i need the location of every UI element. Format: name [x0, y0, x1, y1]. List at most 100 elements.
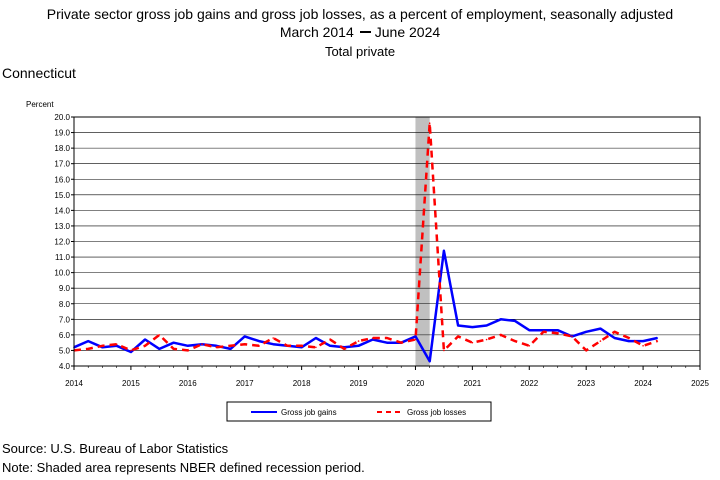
legend-label-gains: Gross job gains: [281, 408, 337, 417]
y-tick-label: 20.0: [54, 113, 70, 122]
y-tick-label: 5.0: [59, 346, 71, 355]
losses-point: [500, 334, 502, 336]
gross-job-gains-line: [73, 249, 658, 363]
period-start: March 2014: [279, 24, 354, 40]
losses-point: [443, 349, 445, 352]
y-tick-label: 10.0: [54, 269, 70, 278]
losses-point: [457, 335, 459, 338]
gains-point: [158, 348, 161, 350]
losses-point: [215, 346, 218, 349]
chart-period: March 2014 June 2024: [0, 24, 720, 40]
source-note: Source: U.S. Bureau of Labor Statistics: [2, 441, 229, 456]
losses-point: [101, 344, 104, 347]
losses-point: [201, 343, 203, 346]
gains-point: [471, 326, 474, 328]
gains-point: [457, 324, 459, 327]
chart-subtitle: Total private: [324, 44, 396, 59]
gains-point: [87, 340, 90, 342]
x-tick-label: 2015: [122, 379, 140, 388]
legend-label-losses: Gross job losses: [407, 408, 466, 417]
x-tick-label: 2022: [520, 379, 538, 388]
losses-point: [471, 341, 474, 344]
y-tick-label: 15.0: [54, 191, 70, 200]
losses-point: [656, 340, 659, 342]
losses-point: [343, 348, 346, 350]
gains-point: [599, 327, 602, 330]
losses-point: [243, 343, 246, 346]
losses-point: [371, 337, 374, 339]
y-tick-label: 14.0: [54, 206, 70, 215]
y-tick-label: 12.0: [54, 238, 70, 247]
losses-point: [386, 337, 388, 339]
x-tick-label: 2018: [293, 379, 311, 388]
axis-layer: 4.0 5.0 6.0 7.0 8.0 9.0 10.0 11.0 12.0 13.0 14.0 15…: [54, 113, 709, 388]
losses-point: [258, 344, 260, 347]
y-tick-label: 8.0: [59, 300, 71, 309]
x-tick-label: 2016: [179, 379, 197, 388]
y-tick-label: 17.0: [54, 160, 70, 169]
y-tick-label: 18.0: [54, 144, 70, 153]
y-axis-label: Percent: [26, 100, 54, 109]
gains-point: [414, 335, 417, 338]
losses-point: [571, 335, 573, 338]
losses-point: [87, 348, 90, 350]
losses-point: [144, 344, 146, 347]
x-tick-label: 2017: [236, 379, 254, 388]
losses-point: [130, 349, 132, 352]
losses-point: [514, 340, 516, 342]
chart-title: Private sector gross job gains and gross…: [46, 6, 674, 22]
gains-point: [642, 340, 644, 342]
gains-point: [130, 351, 132, 353]
gains-point: [258, 340, 260, 342]
gains-point: [144, 338, 146, 341]
y-tick-label: 19.0: [54, 129, 70, 138]
losses-point: [187, 349, 189, 352]
gains-point: [443, 250, 445, 252]
y-tick-label: 6.0: [59, 331, 71, 340]
dash-symbol: [359, 31, 371, 34]
losses-point: [115, 343, 118, 346]
gains-point: [528, 329, 531, 332]
gains-point: [243, 335, 246, 338]
losses-point: [628, 337, 630, 339]
losses-point: [528, 344, 531, 347]
losses-point: [357, 340, 360, 342]
legend-box: [226, 401, 492, 422]
gains-point: [272, 343, 274, 346]
losses-point: [585, 349, 587, 352]
losses-point: [315, 346, 317, 349]
y-tick-label: 4.0: [59, 362, 71, 371]
gains-point: [556, 329, 559, 332]
recession-note: Note: Shaded area represents NBER define…: [2, 460, 365, 475]
losses-point: [286, 344, 289, 347]
plot-frame: [73, 116, 701, 367]
gains-point: [386, 341, 388, 344]
gains-point: [485, 324, 488, 327]
gains-point: [172, 341, 175, 344]
losses-point: [485, 338, 488, 341]
gains-point: [357, 344, 360, 347]
y-tick-label: 16.0: [54, 175, 70, 184]
losses-point: [599, 340, 602, 342]
losses-point: [400, 341, 403, 344]
gains-point: [315, 337, 317, 339]
job-flows-chart: Percent 4.0 5.0 6.0 7.0 8.0 9.0 10.0 11.0 12.0 13…: [26, 100, 709, 422]
series-layer: [73, 121, 659, 363]
gains-point: [514, 320, 516, 322]
gross-job-losses-line: [73, 121, 658, 352]
x-tick-label: 2014: [65, 379, 83, 388]
region-label: Connecticut: [2, 65, 76, 81]
grid-layer: [74, 132, 700, 351]
gains-point: [428, 360, 431, 363]
gains-point: [628, 340, 630, 342]
gains-point: [187, 344, 189, 347]
losses-point: [172, 348, 175, 350]
x-tick-label: 2020: [407, 379, 425, 388]
losses-point: [272, 337, 274, 339]
y-tick-label: 9.0: [59, 284, 71, 293]
losses-point: [329, 338, 331, 341]
y-tick-label: 11.0: [55, 253, 71, 262]
gains-point: [500, 318, 502, 321]
losses-point: [229, 344, 232, 347]
x-tick-label: 2019: [350, 379, 368, 388]
